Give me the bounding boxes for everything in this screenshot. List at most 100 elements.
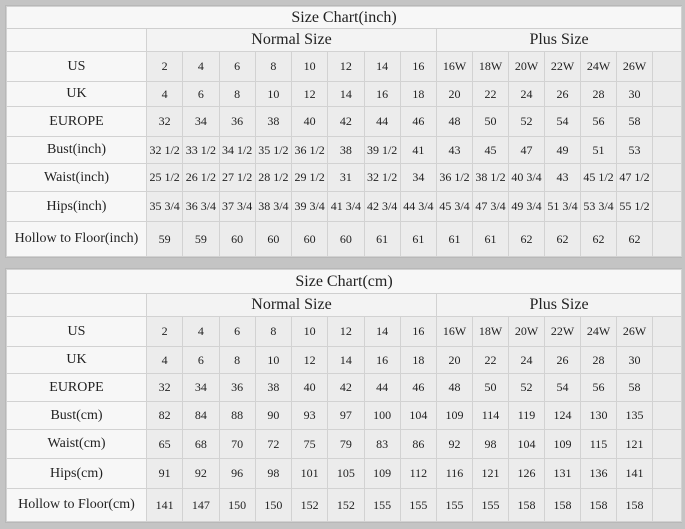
size-cell: 131 <box>544 458 581 489</box>
row-label: Bust(cm) <box>6 401 147 430</box>
size-cell: 54 <box>544 106 581 137</box>
size-cell: 45 1/2 <box>580 163 617 192</box>
size-cell: 12 <box>290 346 329 374</box>
size-cell: 130 <box>580 401 617 430</box>
filler-cell <box>651 136 683 164</box>
size-cell: 35 1/2 <box>254 136 293 164</box>
row-label: Hollow to Floor(inch) <box>6 221 147 257</box>
row-label: EUROPE <box>6 106 147 137</box>
size-cell: 104 <box>508 429 545 459</box>
filler-cell <box>651 163 683 192</box>
corner-cell <box>6 28 147 52</box>
filler-cell <box>651 51 683 82</box>
size-cell: 112 <box>399 458 438 489</box>
table-row: Hollow to Floor(inch) 59 59 60 60 60 60 61 61 61 6… <box>6 221 683 257</box>
size-cell: 52 <box>508 106 545 137</box>
size-cell: 62 <box>580 221 617 257</box>
size-cell: 37 3/4 <box>218 191 256 222</box>
size-cell: 33 1/2 <box>182 136 220 164</box>
size-cell: 2 <box>145 51 184 82</box>
size-cell: 60 <box>327 221 365 257</box>
size-cell: 44 <box>363 106 401 137</box>
size-cell: 126 <box>508 458 545 489</box>
size-cell: 22 <box>472 81 509 107</box>
size-cell: 12 <box>327 51 365 82</box>
size-cell: 46 <box>399 373 438 402</box>
size-cell: 20W <box>508 51 545 82</box>
size-cell: 62 <box>616 221 653 257</box>
size-cell: 53 <box>616 136 653 164</box>
size-cell: 38 3/4 <box>254 191 293 222</box>
size-cell: 2 <box>145 316 184 347</box>
table-row: EUROPE 32 34 36 38 40 42 44 46 48 50 52 54 56 58 <box>6 106 683 137</box>
filler-cell <box>651 106 683 137</box>
size-cell: 83 <box>363 429 401 459</box>
size-cell: 158 <box>508 488 545 522</box>
size-cell: 65 <box>145 429 184 459</box>
size-cell: 24W <box>580 316 617 347</box>
size-cell: 10 <box>254 346 293 374</box>
size-cell: 38 <box>254 106 293 137</box>
chart-title: Size Chart(inch) <box>5 6 683 29</box>
size-cell: 141 <box>616 458 653 489</box>
size-cell: 152 <box>290 488 329 522</box>
size-cell: 16W <box>436 51 473 82</box>
size-cell: 31 <box>327 163 365 192</box>
size-cell: 49 3/4 <box>508 191 545 222</box>
size-cell: 52 <box>508 373 545 402</box>
filler-cell <box>651 373 683 402</box>
size-cell: 158 <box>580 488 617 522</box>
size-cell: 16W <box>436 316 473 347</box>
size-cell: 26W <box>616 316 653 347</box>
size-cell: 147 <box>182 488 220 522</box>
size-cell: 47 3/4 <box>472 191 509 222</box>
size-cell: 50 <box>472 373 509 402</box>
size-cell: 36 <box>218 106 256 137</box>
size-cell: 46 <box>399 106 438 137</box>
size-cell: 58 <box>616 373 653 402</box>
size-cell: 20 <box>436 81 473 107</box>
size-cell: 114 <box>472 401 509 430</box>
size-cell: 36 <box>218 373 256 402</box>
size-cell: 91 <box>145 458 184 489</box>
size-cell: 61 <box>436 221 473 257</box>
size-cell: 62 <box>508 221 545 257</box>
row-label: Hollow to Floor(cm) <box>6 488 147 522</box>
size-cell: 55 1/2 <box>616 191 653 222</box>
size-cell: 45 <box>472 136 509 164</box>
filler-cell <box>651 429 683 459</box>
table-row: EUROPE 32 34 36 38 40 42 44 46 48 50 52 54 56 58 <box>6 373 683 402</box>
size-cell: 10 <box>254 81 293 107</box>
filler-cell <box>651 191 683 222</box>
size-cell: 27 1/2 <box>218 163 256 192</box>
size-cell: 26W <box>616 51 653 82</box>
size-cell: 14 <box>363 316 401 347</box>
filler-cell <box>651 316 683 347</box>
size-cell: 30 <box>616 81 653 107</box>
size-cell: 36 1/2 <box>436 163 473 192</box>
size-cell: 4 <box>182 51 220 82</box>
size-cell: 32 1/2 <box>363 163 401 192</box>
size-cell: 70 <box>218 429 256 459</box>
size-cell: 105 <box>327 458 365 489</box>
size-cell: 92 <box>436 429 473 459</box>
size-cell: 8 <box>254 316 293 347</box>
size-cell: 6 <box>182 346 220 374</box>
size-cell: 6 <box>218 51 256 82</box>
size-cell: 32 <box>145 373 184 402</box>
size-cell: 26 <box>544 346 581 374</box>
size-cell: 29 1/2 <box>290 163 329 192</box>
size-cell: 96 <box>218 458 256 489</box>
row-label: UK <box>6 81 147 107</box>
row-label: US <box>6 51 147 82</box>
table-row: UK 4 6 8 10 12 14 16 18 20 22 24 26 28 30 <box>6 346 683 374</box>
size-cell: 58 <box>616 106 653 137</box>
filler-cell <box>651 458 683 489</box>
table-row: UK 4 6 8 10 12 14 16 18 20 22 24 26 28 30 <box>6 81 683 107</box>
row-label: Waist(cm) <box>6 429 147 459</box>
size-cell: 4 <box>145 81 184 107</box>
size-cell: 61 <box>472 221 509 257</box>
row-label: UK <box>6 346 147 374</box>
size-cell: 40 <box>290 373 329 402</box>
group-header-normal: Normal Size <box>146 28 437 52</box>
